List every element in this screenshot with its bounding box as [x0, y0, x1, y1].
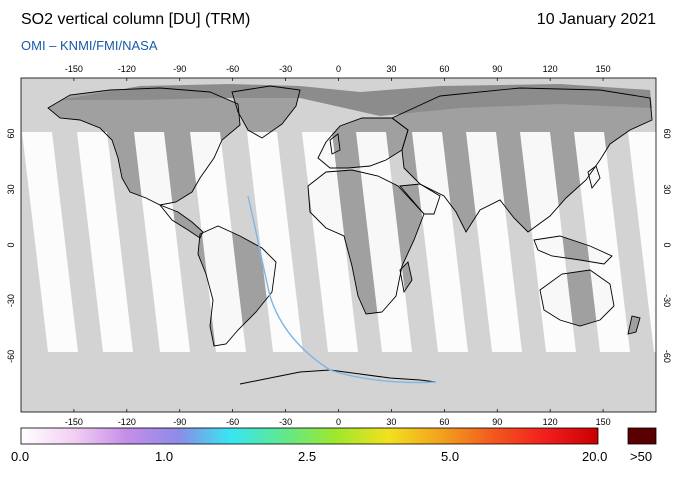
asia — [392, 88, 652, 232]
satellite-swaths — [22, 132, 656, 352]
so2-trace — [247, 195, 437, 384]
coastlines — [47, 85, 653, 347]
lon-bottom-label-5: 0 — [336, 417, 341, 427]
lon-bottom-label-3: -60 — [226, 417, 239, 427]
coastline-10 — [539, 269, 615, 327]
map-area — [21, 78, 656, 412]
coastline-6 — [399, 183, 441, 215]
lon-top-label-2: -90 — [173, 64, 186, 74]
lat-right-label-4: -60 — [662, 350, 672, 363]
lat-ticks-left: 60 30 0 -30 -60 — [6, 129, 16, 363]
lon-bottom-label-7: 60 — [439, 417, 449, 427]
lon-top-label-5: 0 — [336, 64, 341, 74]
lat-right-label-1: 30 — [662, 184, 672, 194]
lat-left-label-4: -60 — [6, 350, 16, 363]
lat-left-label-2: 0 — [6, 242, 16, 247]
lat-right-label-3: -30 — [662, 294, 672, 307]
lon-top-label-10: 150 — [596, 64, 611, 74]
swath-8 — [466, 132, 522, 352]
coastline-1 — [231, 85, 301, 139]
coastline-11 — [627, 315, 641, 335]
swath-9 — [520, 132, 576, 352]
coastline-0 — [47, 87, 241, 206]
colorbar-label-3: 5.0 — [441, 449, 460, 464]
lon-ticks-top: -150 -120 -90 -60 -30 0 30 60 90 120 150 — [65, 64, 611, 81]
colorbar-label-2: 2.5 — [298, 449, 317, 464]
coastline-7 — [391, 87, 653, 233]
lon-top-label-1: -120 — [118, 64, 136, 74]
colorbar-overflow-swatch — [627, 427, 657, 445]
map-date: 10 January 2021 — [536, 11, 656, 28]
swath-10 — [574, 132, 630, 352]
swath-5 — [302, 132, 358, 352]
coastline-2 — [158, 203, 204, 239]
swath-4 — [247, 132, 303, 352]
colorbar-label-1: 1.0 — [155, 449, 174, 464]
lon-bottom-label-9: 120 — [543, 417, 558, 427]
lon-top-label-0: -150 — [65, 64, 83, 74]
swath-3 — [190, 132, 246, 352]
lat-right-label-2: 0 — [662, 242, 672, 247]
lon-bottom-label-2: -90 — [173, 417, 186, 427]
lat-left-label-1: 30 — [6, 184, 16, 194]
lon-top-label-3: -60 — [226, 64, 239, 74]
swath-11 — [628, 132, 656, 352]
lat-left-label-3: -30 — [6, 294, 16, 307]
colorbar-label-4: 20.0 — [582, 449, 608, 464]
antarctica — [239, 369, 437, 385]
lat-ticks-right: 60 30 0 -30 -60 — [662, 129, 672, 363]
swath-6 — [356, 132, 412, 352]
swath-0 — [22, 132, 78, 352]
lon-bottom-label-10: 150 — [596, 417, 611, 427]
coastline-9 — [399, 261, 413, 294]
lon-bottom-label-8: 90 — [492, 417, 502, 427]
lat-right-label-0: 60 — [662, 129, 672, 139]
lon-top-label-6: 30 — [386, 64, 396, 74]
greenland — [232, 86, 300, 138]
lon-top-label-9: 120 — [543, 64, 558, 74]
lon-top-label-4: -30 — [279, 64, 292, 74]
lon-bottom-label-4: -30 — [279, 417, 292, 427]
lon-top-label-8: 90 — [492, 64, 502, 74]
lon-bottom-label-6: 30 — [386, 417, 396, 427]
coastline-5 — [307, 169, 425, 315]
data-credit: OMI – KNMI/FMI/NASA — [21, 38, 158, 53]
colorbar — [20, 427, 599, 445]
colorbar-overflow-label: >50 — [630, 449, 653, 464]
lat-left-label-0: 60 — [6, 129, 16, 139]
lon-bottom-label-1: -120 — [118, 417, 136, 427]
lon-top-label-7: 60 — [439, 64, 449, 74]
map-title: SO2 vertical column [DU] (TRM) — [21, 11, 251, 28]
lon-ticks-bottom: -150 -120 -90 -60 -30 0 30 60 90 120 150 — [65, 409, 611, 427]
swath-1 — [77, 132, 133, 352]
coastline-13 — [329, 133, 341, 155]
coastline-3 — [197, 225, 277, 347]
lon-bottom-label-0: -150 — [65, 417, 83, 427]
colorbar-label-0: 0.0 — [11, 449, 30, 464]
swath-2 — [134, 132, 190, 352]
coastline-12 — [587, 165, 601, 189]
coastline-8 — [533, 235, 613, 265]
